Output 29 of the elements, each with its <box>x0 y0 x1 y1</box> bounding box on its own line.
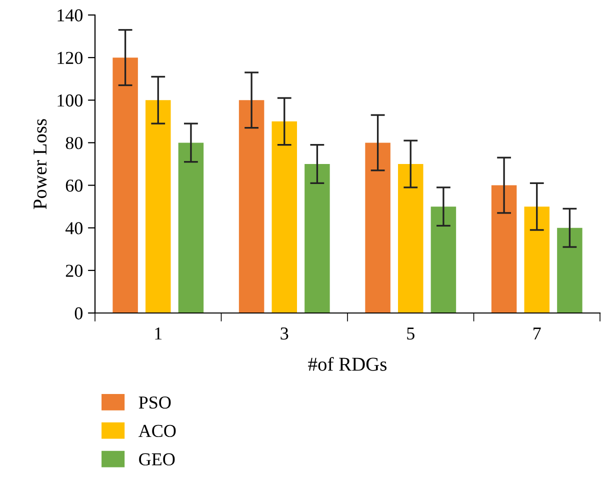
legend-label: PSO <box>138 396 171 409</box>
y-tick-label: 80 <box>66 136 83 150</box>
x-tick-label: 7 <box>534 328 541 340</box>
y-tick-label: 140 <box>58 9 83 22</box>
legend-label: GEO <box>139 453 175 466</box>
bar <box>304 164 330 313</box>
x-axis-title: #of RDGs <box>308 356 386 371</box>
bar <box>178 142 204 313</box>
bar <box>112 58 138 313</box>
bar <box>238 100 264 313</box>
y-tick-label: 0 <box>74 307 83 320</box>
bar <box>491 185 517 313</box>
x-tick-label: 1 <box>155 328 162 340</box>
y-tick-label: 120 <box>58 52 83 64</box>
y-tick-label: 100 <box>58 94 83 107</box>
bar <box>398 164 424 313</box>
bar <box>272 121 297 313</box>
bar <box>365 142 390 313</box>
bar <box>524 206 550 313</box>
x-tick-label: 5 <box>407 328 414 340</box>
y-tick-label: 40 <box>65 222 83 234</box>
bar <box>430 206 456 313</box>
bar <box>557 228 582 313</box>
x-tick-label: 3 <box>280 327 288 340</box>
y-axis-title: Power Loss <box>34 119 47 210</box>
legend-label: ACO <box>138 424 176 438</box>
bar <box>146 100 171 313</box>
y-tick-label: 20 <box>66 264 83 277</box>
y-tick-label: 60 <box>66 180 83 192</box>
